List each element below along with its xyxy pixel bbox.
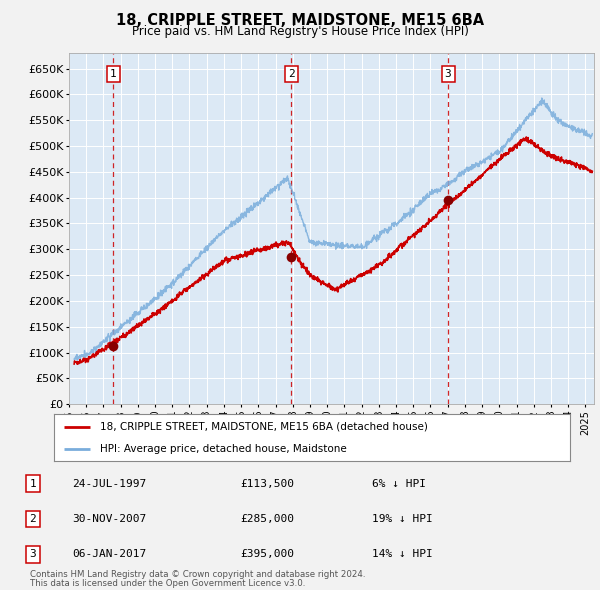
Text: 3: 3 xyxy=(29,549,37,559)
Text: £395,000: £395,000 xyxy=(240,549,294,559)
Text: £113,500: £113,500 xyxy=(240,478,294,489)
Text: 6% ↓ HPI: 6% ↓ HPI xyxy=(372,478,426,489)
Text: HPI: Average price, detached house, Maidstone: HPI: Average price, detached house, Maid… xyxy=(100,444,347,454)
Text: 14% ↓ HPI: 14% ↓ HPI xyxy=(372,549,433,559)
Text: 1: 1 xyxy=(29,478,37,489)
Text: £285,000: £285,000 xyxy=(240,514,294,524)
Text: 2: 2 xyxy=(29,514,37,524)
Text: 19% ↓ HPI: 19% ↓ HPI xyxy=(372,514,433,524)
Text: Contains HM Land Registry data © Crown copyright and database right 2024.: Contains HM Land Registry data © Crown c… xyxy=(30,571,365,579)
Text: 06-JAN-2017: 06-JAN-2017 xyxy=(72,549,146,559)
Text: This data is licensed under the Open Government Licence v3.0.: This data is licensed under the Open Gov… xyxy=(30,579,305,588)
Text: 18, CRIPPLE STREET, MAIDSTONE, ME15 6BA: 18, CRIPPLE STREET, MAIDSTONE, ME15 6BA xyxy=(116,13,484,28)
Text: 18, CRIPPLE STREET, MAIDSTONE, ME15 6BA (detached house): 18, CRIPPLE STREET, MAIDSTONE, ME15 6BA … xyxy=(100,422,428,432)
Text: Price paid vs. HM Land Registry's House Price Index (HPI): Price paid vs. HM Land Registry's House … xyxy=(131,25,469,38)
Text: 24-JUL-1997: 24-JUL-1997 xyxy=(72,478,146,489)
Text: 2: 2 xyxy=(288,69,295,78)
Text: 3: 3 xyxy=(445,69,451,78)
Text: 1: 1 xyxy=(110,69,116,78)
Text: 30-NOV-2007: 30-NOV-2007 xyxy=(72,514,146,524)
